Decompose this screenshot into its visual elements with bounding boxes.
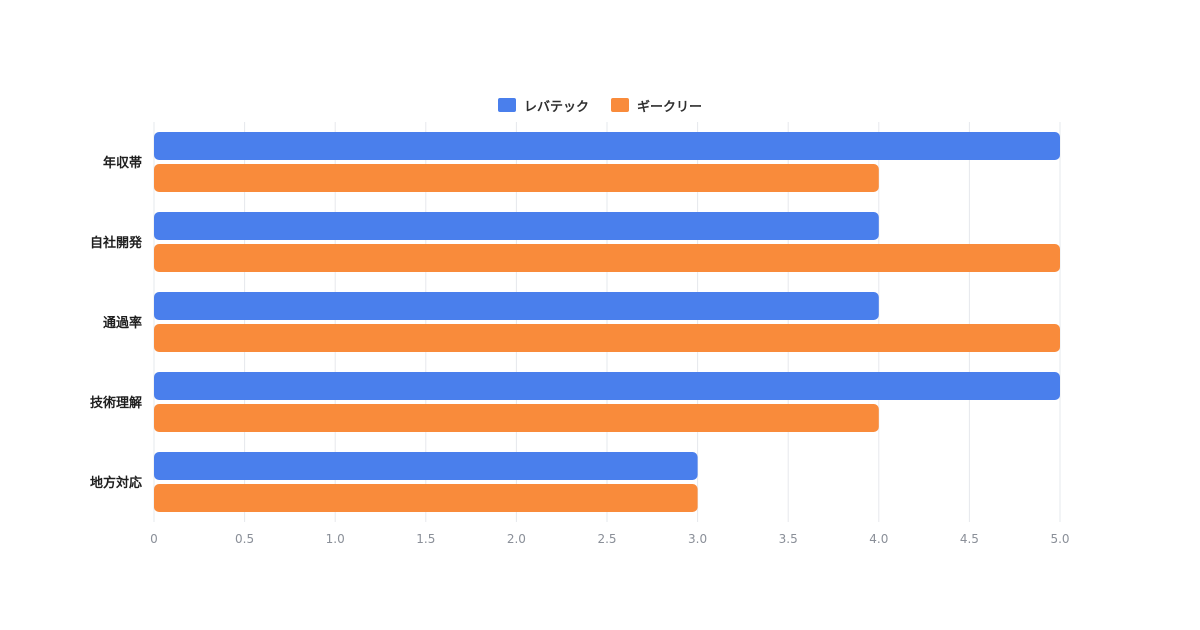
bar	[154, 244, 1060, 272]
category-label: 技術理解	[90, 395, 142, 411]
x-tick-label: 1.5	[416, 532, 435, 546]
category-label: 地方対応	[90, 475, 142, 491]
bar	[154, 324, 1060, 352]
bar	[154, 132, 1060, 160]
x-tick-label: 5.0	[1050, 532, 1069, 546]
bar	[154, 484, 698, 512]
x-tick-label: 4.5	[960, 532, 979, 546]
legend-label: レバテック	[524, 100, 589, 115]
x-tick-label: 3.0	[688, 532, 707, 546]
category-label: 通過率	[103, 315, 142, 331]
legend-label: ギークリー	[637, 99, 702, 115]
x-tick-label: 1.0	[326, 532, 345, 546]
bar	[154, 404, 879, 432]
legend: レバテック ギークリー	[498, 98, 702, 115]
x-axis-ticks: 0 0.5 1.0 1.5 2.0 2.5 3.0 3.5 4.0 4.5 5.0	[150, 532, 1069, 546]
category-label: 年収帯	[103, 155, 142, 171]
legend-swatch	[611, 98, 629, 112]
x-tick-label: 0.5	[235, 532, 254, 546]
x-tick-label: 2.0	[507, 532, 526, 546]
category-label: 自社開発	[90, 235, 143, 251]
x-tick-label: 4.0	[869, 532, 888, 546]
bar	[154, 292, 879, 320]
x-tick-label: 3.5	[779, 532, 798, 546]
bar	[154, 452, 698, 480]
x-tick-label: 0	[150, 532, 158, 546]
bars	[154, 132, 1060, 512]
bar	[154, 212, 879, 240]
bar	[154, 372, 1060, 400]
legend-swatch	[498, 98, 516, 112]
bar	[154, 164, 879, 192]
x-tick-label: 2.5	[597, 532, 616, 546]
